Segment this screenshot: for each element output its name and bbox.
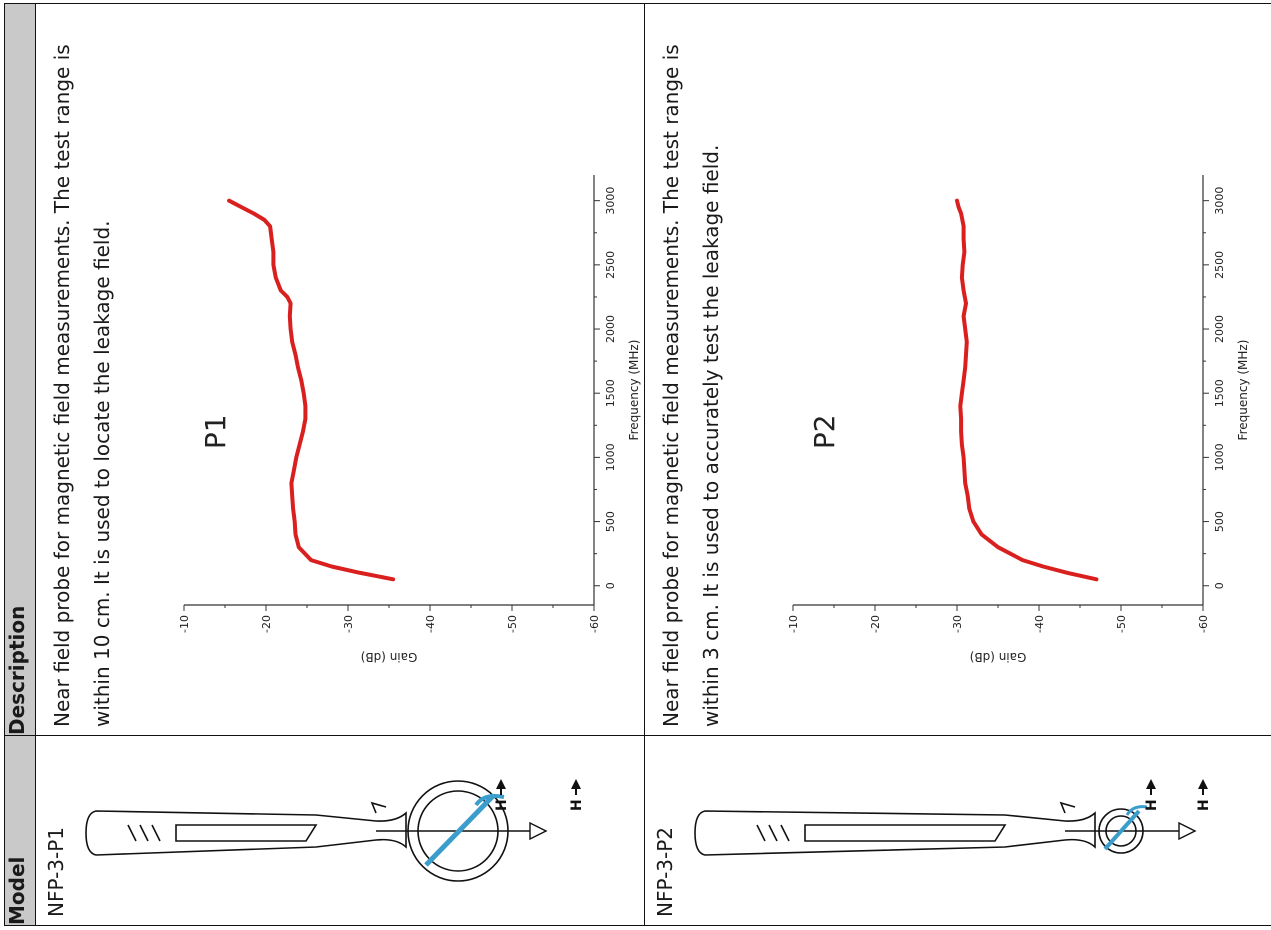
y-tick-label: -40 bbox=[1033, 615, 1046, 633]
column-header-description: Description bbox=[4, 3, 36, 736]
probe-p1-field-arrows: H H bbox=[376, 779, 585, 867]
y-tick-label: -20 bbox=[869, 615, 882, 633]
x-tick-label: 1500 bbox=[1213, 379, 1226, 407]
probe-illustration-p2: H H bbox=[694, 779, 1212, 856]
probe-p1-h-label-1: H bbox=[569, 799, 585, 811]
x-tick-label: 0 bbox=[1213, 582, 1226, 589]
model-cell: NFP-3-P2 bbox=[644, 735, 1271, 926]
table-row: NFP-3-P2 bbox=[644, 3, 1271, 926]
gain-series-line bbox=[955, 198, 1099, 582]
x-tick-label: 2000 bbox=[604, 315, 617, 343]
x-tick-label: 3000 bbox=[1213, 187, 1226, 215]
x-tick-label: 0 bbox=[604, 582, 617, 589]
table-header-row: Model Description bbox=[4, 3, 36, 926]
x-tick-label: 1000 bbox=[1213, 443, 1226, 471]
plot-title: P2 bbox=[808, 414, 841, 449]
x-axis-label: Frequency (MHz) bbox=[627, 340, 641, 441]
table-row: NFP-3-P1 bbox=[35, 3, 645, 926]
y-tick-label: -60 bbox=[588, 615, 601, 633]
y-tick-label: -10 bbox=[178, 615, 191, 633]
y-tick-label: -10 bbox=[787, 615, 800, 633]
probe-illustration-p1: H H bbox=[85, 779, 585, 882]
y-tick-label: -50 bbox=[506, 615, 519, 633]
probe-p1-h-label-2: H bbox=[494, 799, 510, 811]
y-tick-label: -60 bbox=[1197, 615, 1210, 633]
probe-p2-field-arrows: H H bbox=[1065, 779, 1212, 851]
y-tick-label: -50 bbox=[1115, 615, 1128, 633]
x-tick-label: 500 bbox=[604, 511, 617, 532]
x-tick-label: 1000 bbox=[604, 443, 617, 471]
x-tick-label: 500 bbox=[1213, 511, 1226, 532]
description-text: Near field probe for magnetic field meas… bbox=[659, 44, 723, 727]
x-tick-label: 2500 bbox=[1213, 251, 1226, 279]
model-name: NFP-3-P2 bbox=[653, 826, 677, 917]
description-text: Near field probe for magnetic field meas… bbox=[50, 44, 114, 727]
description-cell: Near field probe for magnetic field meas… bbox=[35, 3, 645, 736]
x-tick-label: 3000 bbox=[604, 187, 617, 215]
plot-title: P1 bbox=[199, 414, 232, 449]
y-axis-label: Gain (dB) bbox=[361, 650, 418, 664]
model-name: NFP-3-P1 bbox=[44, 826, 68, 917]
y-tick-label: -40 bbox=[424, 615, 437, 633]
y-axis-label: Gain (dB) bbox=[970, 650, 1027, 664]
model-cell: NFP-3-P1 bbox=[35, 735, 645, 926]
probe-p2-body bbox=[694, 801, 1144, 856]
x-tick-label: 2500 bbox=[604, 251, 617, 279]
probe-spec-table: Model Description NFP-3-P1 bbox=[4, 3, 1271, 926]
probe-p2-h-label-2: H bbox=[1144, 799, 1160, 811]
x-tick-label: 2000 bbox=[1213, 315, 1226, 343]
gain-chart-p1: 0 500 1000 1500 2000 2500 3000 -10 -20 -30 -40 -50 -… bbox=[178, 175, 641, 664]
column-header-model: Model bbox=[4, 735, 36, 926]
gain-series-line bbox=[227, 198, 396, 582]
y-tick-label: -30 bbox=[951, 615, 964, 633]
gain-chart-p2: 0 500 1000 1500 2000 2500 3000 -10 -20 -30 -40 -50 -… bbox=[787, 175, 1250, 664]
y-tick-label: -30 bbox=[342, 615, 355, 633]
x-axis-label: Frequency (MHz) bbox=[1236, 340, 1250, 441]
x-tick-label: 1500 bbox=[604, 379, 617, 407]
y-tick-label: -20 bbox=[260, 615, 273, 633]
probe-p2-h-label-1: H bbox=[1196, 799, 1212, 811]
description-cell: Near field probe for magnetic field meas… bbox=[644, 3, 1271, 736]
